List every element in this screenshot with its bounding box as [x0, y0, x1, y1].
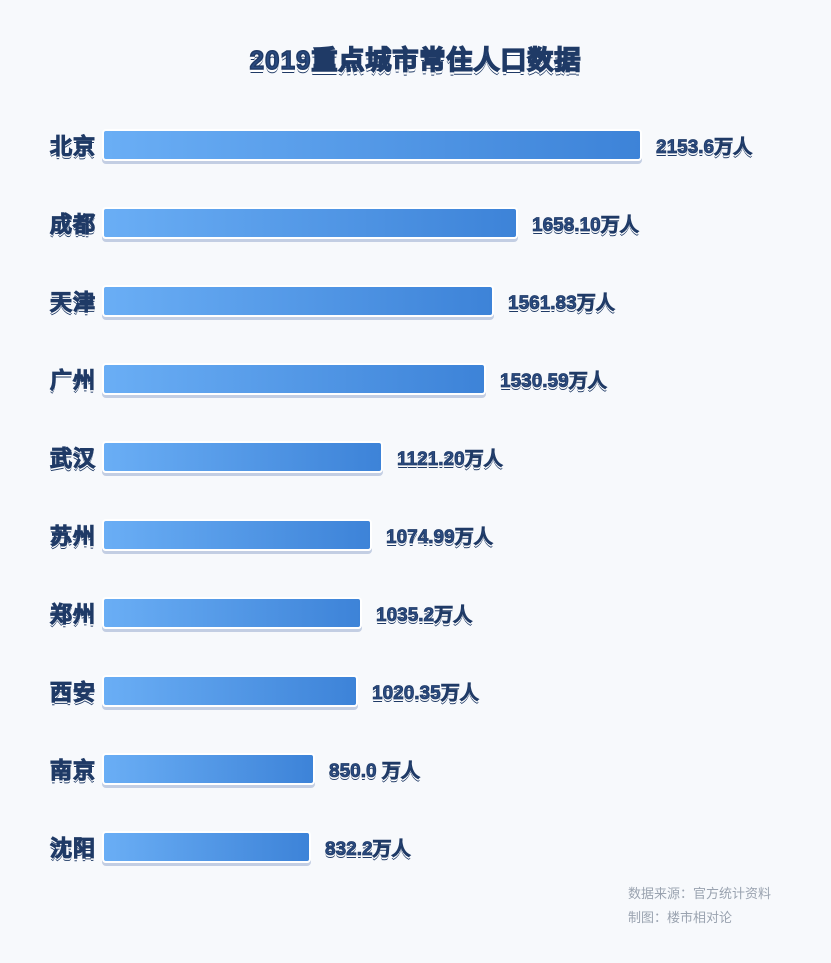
bar	[102, 519, 372, 551]
city-label: 沈阳	[50, 831, 96, 863]
bar	[102, 363, 486, 395]
footer-credit-value: 楼市相对论	[667, 910, 732, 925]
footer-credit-label: 制图：	[628, 910, 667, 925]
bar-row: 南京 850.0 万人	[50, 751, 781, 787]
bar-row: 广州 1530.59万人	[50, 361, 781, 397]
bar-rows: 北京 2153.6万人成都 1658.10万人天津 1561.83万人广州 1530.5…	[50, 127, 781, 865]
value-label: 1074.99万人	[386, 522, 493, 549]
value-label: 1530.59万人	[500, 366, 607, 393]
bar	[102, 441, 383, 473]
city-label: 南京	[50, 753, 96, 785]
bar-row: 苏州 1074.99万人	[50, 517, 781, 553]
bar	[102, 831, 311, 863]
value-label: 1658.10万人	[532, 210, 639, 237]
value-label: 832.2万人	[325, 834, 411, 861]
footer-source-value: 官方统计资料	[693, 886, 771, 901]
bar-row: 武汉 1121.20万人	[50, 439, 781, 475]
bar-row: 沈阳 832.2万人	[50, 829, 781, 865]
city-label: 天津	[50, 285, 96, 317]
bar-row: 天津 1561.83万人	[50, 283, 781, 319]
bar-row: 西安 1020.35万人	[50, 673, 781, 709]
city-label: 西安	[50, 675, 96, 707]
value-label: 1121.20万人	[397, 444, 503, 471]
footer-source-label: 数据来源：	[628, 886, 693, 901]
bar-row: 郑州 1035.2万人	[50, 595, 781, 631]
bar	[102, 675, 358, 707]
bar	[102, 129, 642, 161]
bar	[102, 285, 494, 317]
city-label: 广州	[50, 363, 96, 395]
footer-source: 数据来源：官方统计资料	[628, 882, 771, 907]
bar	[102, 753, 315, 785]
city-label: 武汉	[50, 441, 96, 473]
city-label: 苏州	[50, 519, 96, 551]
city-label: 北京	[50, 129, 96, 161]
value-label: 1035.2万人	[376, 600, 472, 627]
footer-credit: 制图：楼市相对论	[628, 906, 771, 931]
value-label: 1561.83万人	[508, 288, 615, 315]
city-label: 成都	[50, 207, 96, 239]
bar	[102, 597, 362, 629]
chart-footer: 数据来源：官方统计资料 制图：楼市相对论	[628, 882, 771, 931]
value-label: 1020.35万人	[372, 678, 479, 705]
city-label: 郑州	[50, 597, 96, 629]
chart-title: 2019重点城市常住人口数据	[250, 40, 582, 77]
value-label: 850.0 万人	[329, 756, 420, 783]
bar-row: 成都 1658.10万人	[50, 205, 781, 241]
bar-row: 北京 2153.6万人	[50, 127, 781, 163]
value-label: 2153.6万人	[656, 132, 752, 159]
bar	[102, 207, 518, 239]
